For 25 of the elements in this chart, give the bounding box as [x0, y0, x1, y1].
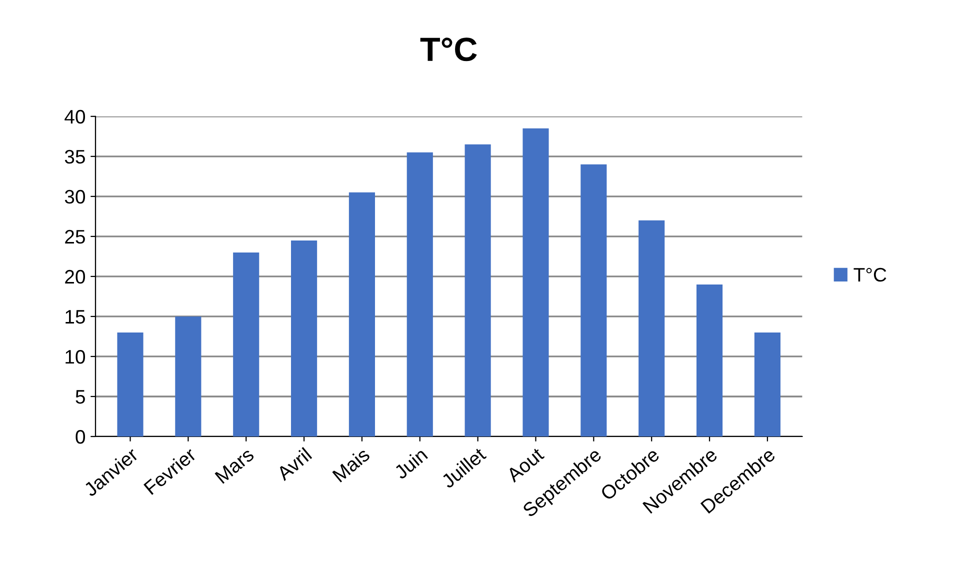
- y-tick-label: 20: [65, 270, 86, 284]
- y-tick-label: 35: [64, 150, 85, 164]
- bar: [175, 316, 202, 436]
- bar: [117, 332, 144, 436]
- bar: [638, 220, 665, 436]
- y-tick-label: 40: [64, 110, 86, 124]
- bar: [291, 240, 318, 436]
- y-tick-label: 5: [76, 390, 85, 404]
- chart-title: T°C: [420, 38, 477, 62]
- y-tick-label: 15: [66, 310, 85, 324]
- bar: [348, 192, 375, 436]
- x-tick-label: Mais: [332, 446, 371, 483]
- bar: [580, 164, 607, 436]
- bar: [406, 152, 433, 436]
- x-tick-label: Juin: [392, 447, 428, 480]
- y-tick-label: 0: [76, 430, 86, 444]
- bar: [522, 128, 549, 436]
- y-tick-label: 10: [66, 350, 86, 364]
- y-tick-label: 25: [65, 230, 85, 244]
- bar: [464, 144, 491, 436]
- legend-label: T°C: [854, 268, 886, 282]
- bar: [233, 252, 260, 436]
- bar: [754, 332, 780, 436]
- y-tick-label: 30: [64, 190, 86, 204]
- bar: [696, 284, 723, 436]
